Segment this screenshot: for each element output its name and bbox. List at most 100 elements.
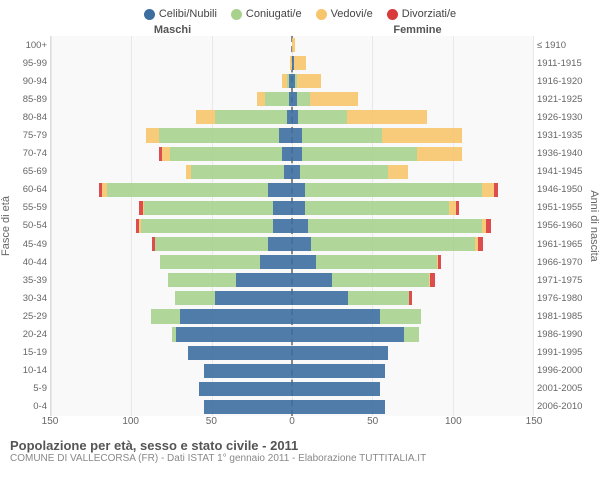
male-bar [51, 291, 292, 305]
male-bar [51, 327, 292, 341]
legend-item: Divorziati/e [387, 8, 456, 20]
x-tick: 100 [445, 416, 462, 427]
age-tick: 95-99 [12, 54, 47, 72]
female-bar [292, 346, 533, 360]
age-axis: 100+95-9990-9485-8980-8475-7970-7465-696… [12, 36, 50, 416]
female-bar [292, 147, 533, 161]
year-tick: 1941-1945 [537, 163, 588, 181]
age-tick: 20-24 [12, 326, 47, 344]
year-tick: 1956-1960 [537, 217, 588, 235]
age-tick: 55-59 [12, 199, 47, 217]
header-male: Maschi [50, 24, 295, 36]
chart-footer: Popolazione per età, sesso e stato civil… [0, 432, 600, 464]
legend-dot [387, 9, 398, 20]
female-bar [292, 56, 533, 70]
age-tick: 25-29 [12, 307, 47, 325]
pyramid-row [51, 181, 533, 199]
year-tick: 1926-1930 [537, 108, 588, 126]
header-female: Femmine [295, 24, 540, 36]
age-tick: 5-9 [12, 380, 47, 398]
male-bar [51, 201, 292, 215]
legend-item: Celibi/Nubili [144, 8, 217, 20]
legend-item: Coniugati/e [231, 8, 302, 20]
age-tick: 45-49 [12, 235, 47, 253]
pyramid-row [51, 145, 533, 163]
x-tick: 50 [206, 416, 217, 427]
pyramid-row [51, 36, 533, 54]
male-bar [51, 183, 292, 197]
male-bar [51, 382, 292, 396]
male-bar [51, 92, 292, 106]
female-bar [292, 400, 533, 414]
year-tick: 1991-1995 [537, 344, 588, 362]
age-tick: 75-79 [12, 126, 47, 144]
female-bar [292, 38, 533, 52]
legend-label: Divorziati/e [402, 8, 456, 20]
year-tick: 1946-1950 [537, 181, 588, 199]
pyramid-row [51, 271, 533, 289]
female-bar [292, 92, 533, 106]
pyramid-row [51, 380, 533, 398]
x-tick: 150 [42, 416, 59, 427]
year-tick: 1911-1915 [537, 54, 588, 72]
pyramid-row [51, 90, 533, 108]
year-tick: 1936-1940 [537, 145, 588, 163]
male-bar [51, 219, 292, 233]
legend-label: Celibi/Nubili [159, 8, 217, 20]
female-bar [292, 183, 533, 197]
pyramid-row [51, 72, 533, 90]
pyramid-row [51, 108, 533, 126]
age-tick: 35-39 [12, 271, 47, 289]
pyramid-row [51, 199, 533, 217]
year-tick: 1996-2000 [537, 362, 588, 380]
male-bar [51, 110, 292, 124]
male-bar [51, 273, 292, 287]
pyramid-row [51, 362, 533, 380]
male-bar [51, 147, 292, 161]
year-tick: ≤ 1910 [537, 36, 588, 54]
male-bar [51, 237, 292, 251]
age-tick: 15-19 [12, 344, 47, 362]
year-tick: 1981-1985 [537, 307, 588, 325]
female-bar [292, 74, 533, 88]
male-bar [51, 400, 292, 414]
x-tick: 100 [122, 416, 139, 427]
year-tick: 1986-1990 [537, 326, 588, 344]
age-tick: 80-84 [12, 108, 47, 126]
pyramid-row [51, 217, 533, 235]
plot-area [50, 36, 534, 416]
male-bar [51, 364, 292, 378]
legend-dot [144, 9, 155, 20]
male-bar [51, 309, 292, 323]
year-tick: 1931-1935 [537, 126, 588, 144]
pyramid-row [51, 54, 533, 72]
age-tick: 30-34 [12, 289, 47, 307]
pyramid-row [51, 126, 533, 144]
legend-dot [231, 9, 242, 20]
x-axis: 05010015050100150 [0, 416, 600, 432]
male-bar [51, 165, 292, 179]
year-tick: 1971-1975 [537, 271, 588, 289]
male-bar [51, 128, 292, 142]
year-tick: 1976-1980 [537, 289, 588, 307]
male-bar [51, 255, 292, 269]
male-bar [51, 56, 292, 70]
year-tick: 1916-1920 [537, 72, 588, 90]
age-tick: 85-89 [12, 90, 47, 108]
chart-subtitle: COMUNE DI VALLECORSA (FR) - Dati ISTAT 1… [10, 453, 590, 464]
age-tick: 60-64 [12, 181, 47, 199]
pyramid-row [51, 289, 533, 307]
female-bar [292, 237, 533, 251]
female-bar [292, 110, 533, 124]
male-bar [51, 74, 292, 88]
female-bar [292, 201, 533, 215]
year-tick: 1966-1970 [537, 253, 588, 271]
y-axis-label-left: Fasce di età [0, 36, 12, 416]
legend: Celibi/Nubili Coniugati/e Vedovi/e Divorzia… [0, 0, 600, 24]
pyramid-row [51, 344, 533, 362]
male-bar [51, 38, 292, 52]
x-tick: 50 [367, 416, 378, 427]
legend-label: Vedovi/e [331, 8, 373, 20]
pyramid-row [51, 235, 533, 253]
female-bar [292, 291, 533, 305]
